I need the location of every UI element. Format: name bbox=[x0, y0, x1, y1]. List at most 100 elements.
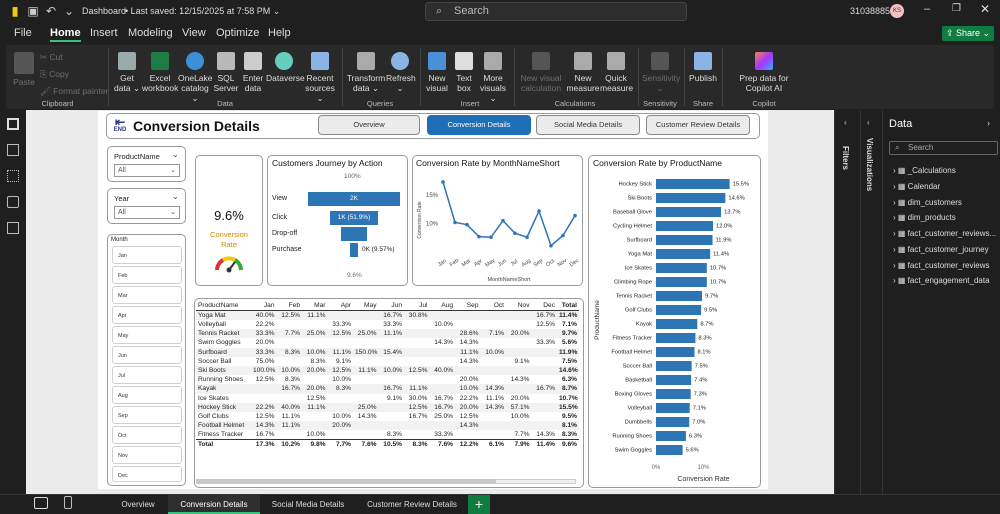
visualizations-pane-collapsed[interactable]: ‹ Visualizations bbox=[860, 110, 882, 494]
data-table-item[interactable]: › ▦ fact_customer_reviews bbox=[893, 261, 990, 270]
onelake-catalog-button[interactable]: OneLake catalog ⌄ bbox=[178, 52, 213, 103]
bar[interactable] bbox=[656, 291, 703, 301]
end-button[interactable]: ⇤ END bbox=[113, 116, 127, 135]
line-point[interactable] bbox=[573, 213, 577, 218]
funnel-bar[interactable] bbox=[330, 211, 378, 225]
data-table-item[interactable]: › ▦ fact_customer_reviews... bbox=[893, 229, 997, 238]
bar[interactable] bbox=[656, 347, 695, 357]
matrix-header-cell[interactable]: Jul bbox=[404, 301, 430, 311]
new-visual-button[interactable]: New visual bbox=[424, 52, 450, 93]
year-slicer-dropdown[interactable]: All ⌄ bbox=[114, 206, 180, 219]
line-point[interactable] bbox=[477, 234, 481, 239]
line-point[interactable] bbox=[489, 235, 493, 239]
page-tab-conversion-details[interactable]: Conversion Details bbox=[168, 495, 260, 514]
bar[interactable] bbox=[656, 361, 692, 371]
matrix-header-cell[interactable]: Dec bbox=[531, 301, 557, 311]
month-slicer-mar[interactable]: Mar bbox=[112, 286, 182, 304]
line-point[interactable] bbox=[513, 231, 517, 236]
paste-button[interactable]: Paste bbox=[10, 52, 38, 87]
month-slicer-apr[interactable]: Apr bbox=[112, 306, 182, 324]
prep-data-copilot-button[interactable]: Prep data for Copilot AI bbox=[726, 52, 802, 93]
nav-social-media-button[interactable]: Social Media Details bbox=[536, 115, 640, 135]
page-tab-overview[interactable]: Overview bbox=[121, 500, 155, 509]
get-data-button[interactable]: Get data ⌄ bbox=[112, 52, 142, 93]
data-table-item[interactable]: › ▦ _Calculations bbox=[893, 166, 956, 175]
matrix-header-cell[interactable]: Apr bbox=[327, 301, 353, 311]
refresh-button[interactable]: Refresh ⌄ bbox=[386, 52, 416, 93]
month-slicer-sep[interactable]: Sep bbox=[112, 406, 182, 424]
matrix-header-cell[interactable]: Jun bbox=[378, 301, 404, 311]
chevron-right-icon[interactable]: › bbox=[987, 118, 990, 128]
matrix-header-cell[interactable]: Jan bbox=[251, 301, 277, 311]
nav-customer-review-button[interactable]: Customer Review Details bbox=[646, 115, 750, 135]
menu-view[interactable]: View bbox=[182, 27, 206, 39]
bar[interactable] bbox=[656, 235, 713, 245]
funnel-bar[interactable] bbox=[341, 227, 367, 241]
tmdl-view-icon[interactable] bbox=[7, 222, 19, 234]
menu-file[interactable]: File bbox=[14, 27, 32, 39]
menu-modeling[interactable]: Modeling bbox=[128, 27, 173, 39]
data-search-input[interactable]: ⌕ Search bbox=[889, 141, 998, 155]
filters-pane-collapsed[interactable]: ‹ Filters bbox=[834, 110, 860, 494]
menu-help[interactable]: Help bbox=[268, 27, 291, 39]
save-icon[interactable]: ▣ bbox=[27, 4, 39, 18]
undo-icon[interactable]: ↶ bbox=[45, 4, 57, 18]
line-point[interactable] bbox=[549, 243, 553, 248]
data-table-item[interactable]: › ▦ fact_customer_journey bbox=[893, 245, 989, 254]
excel-workbook-button[interactable]: Excel workbook bbox=[142, 52, 178, 93]
matrix-header-cell[interactable]: Total bbox=[557, 301, 579, 311]
bar[interactable] bbox=[656, 375, 692, 385]
funnel-bar[interactable] bbox=[349, 243, 359, 257]
month-slicer-oct[interactable]: Oct bbox=[112, 426, 182, 444]
matrix-header-cell[interactable]: ProductName bbox=[196, 301, 251, 311]
bar[interactable] bbox=[656, 193, 726, 203]
bar[interactable] bbox=[656, 263, 707, 273]
recent-sources-button[interactable]: Recent sources ⌄ bbox=[302, 52, 338, 103]
page-tab-social-media[interactable]: Social Media Details bbox=[271, 500, 345, 509]
chevron-left-icon[interactable]: ‹ bbox=[867, 118, 870, 127]
bar[interactable] bbox=[656, 403, 690, 413]
maximize-icon[interactable]: ❐ bbox=[952, 3, 961, 14]
line-point[interactable] bbox=[537, 209, 541, 213]
line-point[interactable] bbox=[501, 218, 505, 223]
bar[interactable] bbox=[656, 417, 690, 427]
matrix-header-cell[interactable]: May bbox=[353, 301, 379, 311]
matrix-header-cell[interactable]: Nov bbox=[506, 301, 532, 311]
transform-data-button[interactable]: Transform data ⌄ bbox=[346, 52, 386, 93]
data-table-item[interactable]: › ▦ dim_products bbox=[893, 213, 956, 222]
menu-home[interactable]: Home bbox=[50, 27, 81, 42]
bar[interactable] bbox=[656, 445, 683, 455]
bar[interactable] bbox=[656, 179, 730, 189]
minimize-icon[interactable]: – bbox=[924, 3, 931, 15]
text-box-button[interactable]: Text box bbox=[452, 52, 476, 93]
avatar[interactable]: KS bbox=[890, 4, 904, 18]
chevron-left-icon[interactable]: ‹ bbox=[844, 118, 847, 127]
matrix-header-cell[interactable]: Mar bbox=[302, 301, 328, 311]
data-table-item[interactable]: › ▦ fact_engagement_data bbox=[893, 276, 990, 285]
bar[interactable] bbox=[656, 431, 686, 441]
sql-server-button[interactable]: SQL Server bbox=[212, 52, 240, 93]
bar[interactable] bbox=[656, 277, 707, 287]
month-slicer-jul[interactable]: Jul bbox=[112, 366, 182, 384]
month-slicer-jun[interactable]: Jun bbox=[112, 346, 182, 364]
month-slicer-aug[interactable]: Aug bbox=[112, 386, 182, 404]
line-point[interactable] bbox=[441, 180, 445, 184]
bar[interactable] bbox=[656, 389, 691, 399]
matrix-header-cell[interactable]: Feb bbox=[276, 301, 302, 311]
bar[interactable] bbox=[656, 221, 713, 231]
month-slicer-jan[interactable]: Jan bbox=[112, 246, 182, 264]
menu-insert[interactable]: Insert bbox=[90, 27, 118, 39]
funnel-bar[interactable] bbox=[308, 192, 400, 206]
page-tab-customer-review[interactable]: Customer Review Details bbox=[367, 500, 457, 509]
line-point[interactable] bbox=[453, 220, 457, 225]
chevron-down-icon[interactable]: ⌄ bbox=[63, 4, 75, 18]
close-icon[interactable]: ✕ bbox=[980, 2, 991, 16]
search-input[interactable]: ⌕ Search bbox=[425, 2, 687, 21]
new-measure-button[interactable]: New measure bbox=[566, 52, 600, 93]
share-button[interactable]: ⇪ Share ⌄ bbox=[942, 26, 994, 41]
matrix-header-cell[interactable]: Sep bbox=[455, 301, 481, 311]
nav-overview-button[interactable]: Overview bbox=[318, 115, 420, 135]
mobile-layout-icon[interactable] bbox=[64, 496, 72, 509]
bar[interactable] bbox=[656, 333, 696, 343]
data-table-item[interactable]: › ▦ dim_customers bbox=[893, 198, 962, 207]
